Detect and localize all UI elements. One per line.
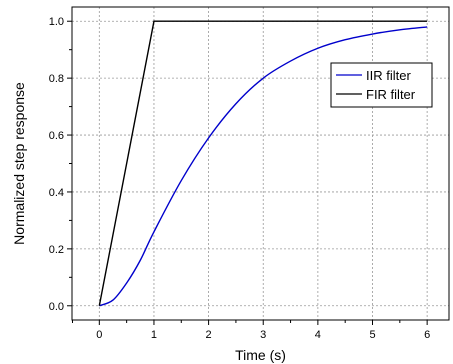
legend-label-iir: IIR filter [366, 68, 411, 83]
y-axis-title: Normalized step response [11, 82, 27, 245]
legend: IIR filter FIR filter [330, 62, 433, 108]
x-tick-label: 4 [315, 329, 321, 341]
series-line-iir [99, 26, 428, 307]
y-tick-label: 0.0 [49, 301, 64, 313]
plot-frame [71, 6, 450, 321]
tick-layer: 0 1 2 3 4 5 6 0.0 0.2 0.4 0.6 0.8 1.0 [49, 16, 431, 341]
x-tick-label: 3 [260, 329, 266, 341]
y-tick-label: 0.8 [49, 73, 64, 85]
series-line-fir [98, 20, 428, 306]
y-tick-label: 0.6 [49, 130, 64, 142]
y-tick-label: 0.2 [49, 244, 64, 256]
series-layer [98, 20, 428, 307]
y-tick-label: 1.0 [49, 16, 64, 28]
x-axis-title: Time (s) [235, 347, 286, 363]
x-tick-label: 0 [96, 329, 102, 341]
legend-label-fir: FIR filter [366, 87, 416, 102]
x-tick-label: 5 [369, 329, 375, 341]
x-tick-label: 6 [424, 329, 430, 341]
x-tick-label: 2 [206, 329, 212, 341]
y-tick-label: 0.4 [49, 187, 64, 199]
grid-layer [72, 7, 449, 320]
legend-box [330, 62, 433, 108]
x-tick-label: 1 [151, 329, 157, 341]
